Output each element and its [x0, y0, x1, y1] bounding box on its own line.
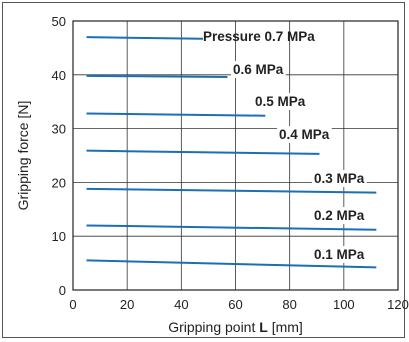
series-label-background [312, 207, 367, 224]
series-label-background [277, 126, 332, 143]
series-line [86, 112, 266, 117]
y-tick-label: 30 [52, 122, 66, 137]
y-tick-labels: 0 10 20 30 40 50 [52, 14, 66, 298]
series-label-group: 0.1 MPa [312, 246, 367, 263]
series-label-group: 0.4 MPa [277, 126, 332, 143]
x-tick-label: 40 [174, 297, 188, 312]
x-tick-label: 100 [333, 297, 355, 312]
series-label: 0.2 MPa [314, 208, 365, 223]
series-line [86, 149, 320, 155]
x-tick-label: 0 [69, 297, 76, 312]
series-label-group: 0.2 MPa [312, 207, 367, 224]
series-label-background [253, 93, 308, 110]
y-tick-label: 50 [52, 14, 66, 29]
series-line [86, 224, 377, 231]
x-axis-label-text: Gripping point [168, 319, 255, 335]
series-label-background [231, 61, 286, 78]
series-label: 0.1 MPa [314, 247, 365, 262]
series-label-group: 0.3 MPa [312, 170, 367, 187]
x-tick-label: 80 [282, 297, 296, 312]
series-label: 0.5 MPa [255, 94, 306, 109]
y-tick-label: 0 [59, 283, 66, 298]
y-axis-label: Gripping force [N] [15, 101, 31, 211]
series-label: 0.6 MPa [233, 62, 284, 77]
x-tick-label: 60 [228, 297, 242, 312]
series-label-background [312, 170, 367, 187]
y-tick-label: 20 [52, 175, 66, 190]
grid-lines [73, 21, 398, 290]
series-line [86, 187, 377, 194]
series-line [86, 36, 204, 40]
x-axis-label: Gripping point L [mm] [168, 319, 303, 335]
series-label: 0.3 MPa [314, 171, 365, 186]
series-label-group: 0.6 MPa [231, 61, 286, 78]
x-tick-label: 120 [387, 297, 409, 312]
series-label-group: 0.5 MPa [253, 93, 308, 110]
series-label-group: Pressure 0.7 MPa [203, 29, 315, 44]
x-axis-label-symbol: L [259, 319, 268, 335]
x-tick-labels: 0 20 40 60 80 100 120 [69, 297, 408, 312]
y-tick-label: 40 [52, 68, 66, 83]
series-label-background [312, 246, 367, 263]
y-tick-label: 10 [52, 229, 66, 244]
series-line [86, 74, 228, 78]
series-line [86, 259, 377, 269]
series-lines [86, 36, 377, 269]
series-label: Pressure 0.7 MPa [203, 29, 315, 44]
x-tick-label: 20 [120, 297, 134, 312]
series-label: 0.4 MPa [279, 127, 330, 142]
series-labels: Pressure 0.7 MPa 0.6 MPa 0.5 MPa 0.4 MPa 0.3… [203, 29, 367, 263]
x-axis-label-unit: [mm] [272, 319, 303, 335]
